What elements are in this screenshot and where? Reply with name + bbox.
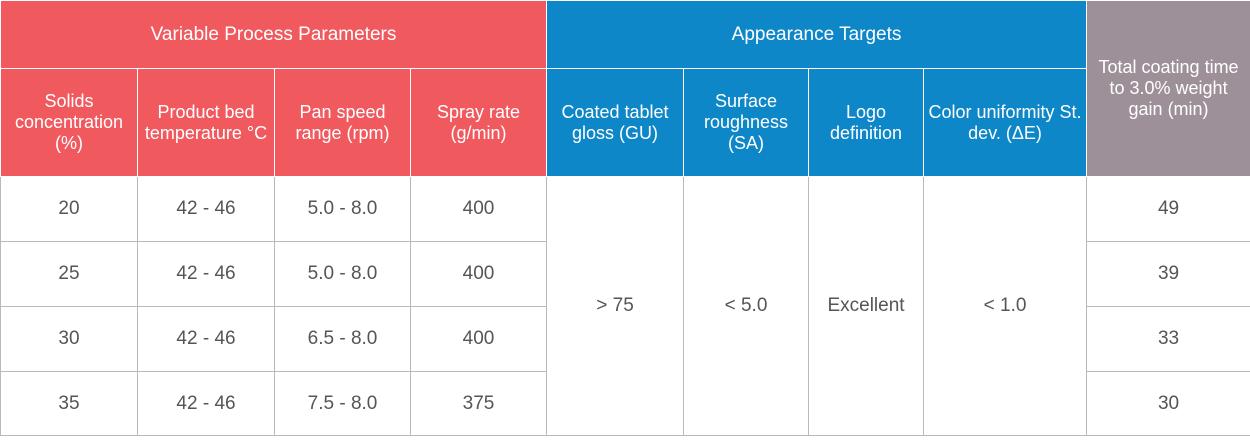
color-uniformity-header: Color uniformity St. dev. (ΔE) [923,68,1088,177]
roughness-target-cell: < 5.0 [683,176,810,436]
solids-cell: 20 [0,176,138,242]
bed-temp-cell: 42 - 46 [137,176,275,242]
total-coating-time-header: Total coating time to 3.0% weight gain (… [1086,0,1250,177]
pan-speed-header: Pan speed range (rpm) [274,68,411,177]
product-bed-temperature-header: Product bed temperature °C [137,68,275,177]
pan-speed-cell: 5.0 - 8.0 [274,241,411,307]
solids-concentration-header: Solids concentration (%) [0,68,138,177]
surface-roughness-header: Surface roughness (SA) [683,68,810,177]
coating-time-cell: 30 [1086,371,1250,436]
coating-time-cell: 33 [1086,306,1250,372]
table-row: 20 42 - 46 5.0 - 8.0 400 > 75 < 5.0 Exce… [0,176,1250,436]
gloss-target-cell: > 75 [546,176,685,436]
coating-time-cell: 49 [1086,176,1250,242]
coating-time-cell: 39 [1086,241,1250,307]
bed-temp-cell: 42 - 46 [137,241,275,307]
table-row: 25 42 - 46 5.0 - 8.0 400 39 [0,241,1250,307]
color-target-cell: < 1.0 [923,176,1088,436]
table-row: 35 42 - 46 7.5 - 8.0 375 30 [0,371,1250,436]
table-row: 30 42 - 46 6.5 - 8.0 400 33 [0,306,1250,372]
spray-rate-header: Spray rate (g/min) [409,68,548,177]
bed-temp-cell: 42 - 46 [137,306,275,372]
pan-speed-cell: 6.5 - 8.0 [274,306,411,372]
spray-rate-cell: 400 [409,241,548,307]
logo-definition-header: Logo definition [808,68,925,177]
spray-rate-cell: 400 [409,306,548,372]
spray-rate-cell: 375 [409,371,548,436]
tablet-gloss-header: Coated tablet gloss (GU) [546,68,685,177]
solids-cell: 30 [0,306,138,372]
pan-speed-cell: 7.5 - 8.0 [274,371,411,436]
process-parameters-group-header: Variable Process Parameters [0,0,548,69]
appearance-targets-group-header: Appearance Targets [546,0,1088,69]
bed-temp-cell: 42 - 46 [137,371,275,436]
spray-rate-cell: 400 [409,176,548,242]
solids-cell: 35 [0,371,138,436]
pan-speed-cell: 5.0 - 8.0 [274,176,411,242]
logo-target-cell: Excellent [808,176,925,436]
solids-cell: 25 [0,241,138,307]
